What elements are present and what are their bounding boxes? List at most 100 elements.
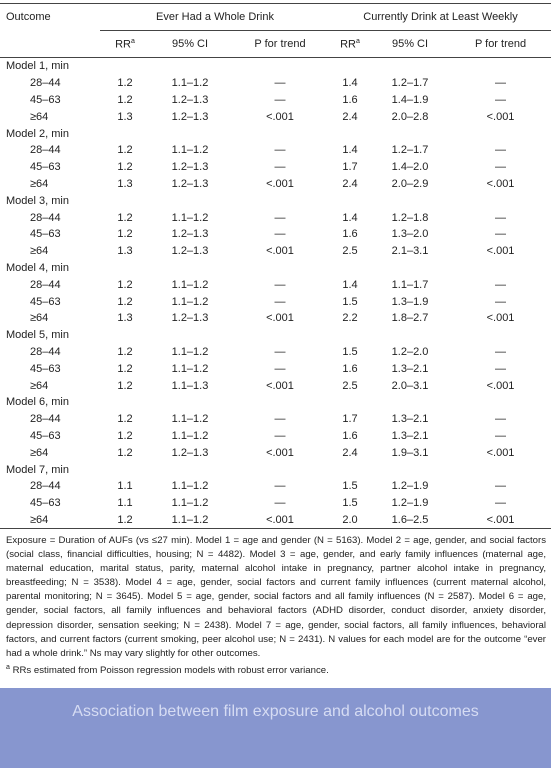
cell: 1.2 [117, 379, 133, 392]
cell: 1.1–1.2 [171, 77, 209, 90]
cell: — [274, 362, 286, 375]
age: 45–63 [30, 295, 61, 308]
model-label: Model 2, min [6, 127, 69, 140]
cell: 1.1–1.2 [171, 345, 209, 358]
cell: 1.5 [342, 497, 358, 510]
cell: <.001 [450, 511, 551, 530]
cell: 1.1 [117, 497, 133, 510]
cell: 1.3–2.0 [391, 228, 429, 241]
model-label: Model 1, min [6, 60, 69, 73]
data-row: 45–63 1.2 1.1–1.2 — 1.6 1.3–2.1 — [0, 360, 551, 377]
data-row: ≥64 1.2 1.1–1.2 <.001 2.0 1.6–2.5 <.001 [0, 511, 551, 530]
cell: 1.4 [342, 211, 358, 224]
age: 45–63 [30, 93, 61, 106]
cell: <.001 [486, 177, 515, 190]
cell: — [495, 161, 507, 174]
cell: 1.3–2.1 [391, 413, 429, 426]
subheader-text: 95% CI [171, 38, 209, 50]
subheader-sup: a [130, 37, 135, 45]
cell: 1.2–1.9 [391, 480, 429, 493]
model-row: Model 7, min [0, 461, 551, 478]
age: ≥64 [0, 511, 100, 530]
age: 28–44 [30, 413, 61, 426]
cell: 1.2 [117, 429, 133, 442]
age: 28–44 [30, 480, 61, 493]
model-label: Model 7, min [6, 463, 69, 476]
cell: <.001 [486, 245, 515, 258]
cell: 1.2–1.3 [171, 161, 209, 174]
cell: 1.4 [342, 77, 358, 90]
cell: <.001 [266, 379, 294, 392]
subheader-text: P for trend [254, 38, 306, 50]
cell: — [274, 228, 286, 241]
cell: 1.6–2.5 [370, 511, 451, 530]
cell: 2.4 [342, 177, 358, 190]
cell: <.001 [486, 110, 515, 123]
cell: 1.2–1.3 [171, 312, 209, 325]
model-row: Model 4, min [0, 260, 551, 277]
subheader-text: 95% CI [391, 38, 429, 50]
cell: — [495, 295, 507, 308]
subheader-text: RR [115, 38, 131, 51]
cell: 1.2 [117, 93, 133, 106]
data-row: 28–44 1.1 1.1–1.2 — 1.5 1.2–1.9 — [0, 478, 551, 495]
cell: 1.2 [117, 161, 133, 174]
data-row: ≥64 1.3 1.2–1.3 <.001 2.4 2.0–2.8 <.001 [0, 108, 551, 125]
cell: 1.2 [117, 362, 133, 375]
cell: <.001 [486, 312, 515, 325]
data-row: ≥64 1.2 1.1–1.3 <.001 2.5 2.0–3.1 <.001 [0, 377, 551, 394]
age: 28–44 [30, 77, 61, 90]
cell: — [495, 93, 507, 106]
data-row: 28–44 1.2 1.1–1.2 — 1.4 1.2–1.7 — [0, 142, 551, 159]
cell: 2.4 [342, 110, 358, 123]
cell: 1.2 [117, 77, 133, 90]
cell: <.001 [266, 245, 294, 258]
cell: 1.3 [117, 312, 133, 325]
age: ≥64 [30, 110, 49, 123]
subheader: RRa [330, 30, 371, 58]
cell: 1.1–1.2 [171, 211, 209, 224]
subheader-text: P for trend [474, 38, 527, 50]
data-row: 45–63 1.2 1.2–1.3 — 1.7 1.4–2.0 — [0, 159, 551, 176]
data-row: 28–44 1.2 1.1–1.2 — 1.5 1.2–2.0 — [0, 344, 551, 361]
cell: 1.3 [117, 177, 133, 190]
cell: — [495, 497, 507, 510]
cell: 2.0–3.1 [391, 379, 429, 392]
cell: <.001 [266, 110, 294, 123]
header: Outcome [0, 3, 100, 31]
data-row: ≥64 1.3 1.2–1.3 <.001 2.2 1.8–2.7 <.001 [0, 310, 551, 327]
age: 28–44 [30, 278, 61, 291]
cell: 1.1–1.2 [150, 511, 230, 530]
cell: 1.6 [342, 362, 358, 375]
footnote-a: a RRs estimated from Poisson regression … [6, 661, 546, 678]
cell: 1.2 [100, 511, 150, 530]
cell: — [274, 295, 286, 308]
cell: 1.3 [117, 110, 133, 123]
cell: 1.9–3.1 [391, 446, 429, 459]
cell: 1.2–1.8 [391, 211, 429, 224]
cell: 1.5 [342, 345, 358, 358]
table: Outcome Ever Had a Whole Drink Currently… [0, 3, 551, 530]
model-row: Model 2, min [0, 125, 551, 142]
cell: — [274, 345, 286, 358]
cell: 2.0–2.8 [391, 110, 429, 123]
age: 28–44 [30, 345, 61, 358]
cell: — [274, 480, 286, 493]
age: 28–44 [30, 144, 61, 157]
data-row: ≥64 1.2 1.2–1.3 <.001 2.4 1.9–3.1 <.001 [0, 444, 551, 461]
model-row: Model 5, min [0, 327, 551, 344]
cell: 1.1–1.2 [171, 480, 209, 493]
cell: — [274, 413, 286, 426]
age: ≥64 [30, 177, 49, 190]
age: ≥64 [30, 446, 49, 459]
cell: 1.6 [342, 93, 358, 106]
cell: — [274, 161, 286, 174]
cell: — [495, 345, 507, 358]
cell: 1.3 [117, 245, 133, 258]
cell: 1.2 [117, 345, 133, 358]
cell: 1.2–1.3 [171, 93, 209, 106]
cell: 2.2 [342, 312, 358, 325]
cell: 1.2–2.0 [391, 345, 429, 358]
cell: 1.2 [117, 295, 133, 308]
cell: 1.8–2.7 [391, 312, 429, 325]
